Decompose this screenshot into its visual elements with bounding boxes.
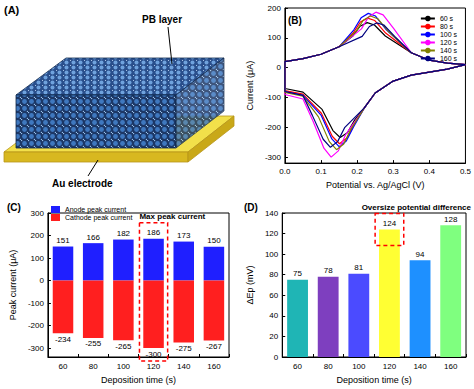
svg-text:100 s: 100 s — [440, 31, 458, 38]
svg-text:100: 100 — [352, 362, 366, 371]
svg-text:120 s: 120 s — [440, 39, 458, 46]
svg-text:-267: -267 — [206, 342, 223, 351]
svg-text:Max peak current: Max peak current — [139, 212, 205, 221]
svg-text:151: 151 — [56, 236, 70, 245]
svg-text:-234: -234 — [55, 335, 72, 344]
svg-text:Potential vs. Ag/AgCl (V): Potential vs. Ag/AgCl (V) — [326, 180, 425, 190]
svg-text:160 s: 160 s — [440, 55, 458, 62]
svg-text:124: 124 — [383, 219, 397, 228]
svg-text:100: 100 — [268, 33, 282, 42]
svg-text:40: 40 — [269, 311, 278, 320]
svg-text:140: 140 — [265, 209, 279, 218]
svg-text:60: 60 — [269, 291, 278, 300]
svg-text:200: 200 — [268, 4, 282, 13]
svg-text:0: 0 — [274, 353, 279, 362]
svg-text:94: 94 — [416, 250, 425, 259]
svg-text:Oversize potential difference: Oversize potential difference — [362, 203, 472, 212]
svg-text:128: 128 — [444, 215, 458, 224]
svg-text:200: 200 — [31, 231, 45, 240]
svg-text:0.5: 0.5 — [460, 167, 472, 176]
svg-text:150: 150 — [207, 236, 221, 245]
svg-text:-265: -265 — [115, 342, 132, 351]
svg-text:160: 160 — [207, 362, 221, 371]
svg-text:0.4: 0.4 — [424, 167, 436, 176]
svg-text:80: 80 — [324, 362, 333, 371]
svg-text:80 s: 80 s — [440, 23, 454, 30]
svg-text:-300: -300 — [28, 344, 45, 353]
svg-text:81: 81 — [354, 263, 363, 272]
svg-text:166: 166 — [87, 233, 101, 242]
svg-text:(C): (C) — [7, 202, 21, 213]
svg-text:186: 186 — [147, 228, 161, 237]
svg-text:Cathode peak current: Cathode peak current — [65, 214, 132, 222]
svg-text:80: 80 — [89, 362, 98, 371]
svg-text:120: 120 — [265, 229, 279, 238]
svg-text:60: 60 — [293, 362, 302, 371]
svg-text:0: 0 — [276, 63, 281, 72]
svg-text:0.1: 0.1 — [315, 167, 327, 176]
svg-text:Current (μA): Current (μA) — [245, 61, 255, 111]
svg-text:-275: -275 — [176, 344, 193, 353]
svg-text:100: 100 — [117, 362, 131, 371]
svg-text:(A): (A) — [4, 4, 20, 16]
svg-text:140: 140 — [413, 362, 427, 371]
svg-text:100: 100 — [265, 250, 279, 259]
svg-text:Au electrode: Au electrode — [52, 178, 113, 189]
svg-text:ΔEp (mV): ΔEp (mV) — [245, 265, 255, 304]
svg-text:78: 78 — [324, 266, 333, 275]
svg-text:20: 20 — [269, 332, 278, 341]
svg-text:182: 182 — [117, 229, 131, 238]
svg-text:0.3: 0.3 — [388, 167, 400, 176]
svg-text:0.2: 0.2 — [352, 167, 364, 176]
svg-text:0: 0 — [39, 276, 44, 285]
svg-text:-100: -100 — [265, 93, 282, 102]
svg-text:120: 120 — [383, 362, 397, 371]
svg-text:80: 80 — [269, 270, 278, 279]
svg-text:300: 300 — [31, 209, 45, 218]
svg-text:(D): (D) — [244, 202, 258, 213]
svg-text:160: 160 — [444, 362, 458, 371]
svg-text:0.0: 0.0 — [279, 167, 291, 176]
svg-text:Deposition time (s): Deposition time (s) — [337, 375, 412, 385]
svg-text:60: 60 — [59, 362, 68, 371]
svg-text:Deposition time (s): Deposition time (s) — [101, 375, 176, 385]
svg-text:-200: -200 — [28, 321, 45, 330]
svg-text:Peak current (μA): Peak current (μA) — [8, 250, 18, 321]
svg-text:140 s: 140 s — [440, 47, 458, 54]
svg-text:-300: -300 — [146, 350, 163, 359]
svg-text:60 s: 60 s — [440, 15, 454, 22]
svg-text:Anode peak current: Anode peak current — [65, 206, 126, 214]
svg-text:75: 75 — [293, 269, 302, 278]
svg-text:-200: -200 — [265, 123, 282, 132]
svg-text:120: 120 — [147, 362, 161, 371]
svg-text:-300: -300 — [265, 153, 282, 162]
svg-text:(B): (B) — [288, 15, 302, 26]
svg-text:-100: -100 — [28, 299, 45, 308]
svg-text:100: 100 — [31, 254, 45, 263]
svg-text:140: 140 — [177, 362, 191, 371]
svg-text:173: 173 — [177, 231, 191, 240]
svg-text:PB layer: PB layer — [142, 14, 182, 25]
svg-text:-255: -255 — [85, 339, 102, 348]
